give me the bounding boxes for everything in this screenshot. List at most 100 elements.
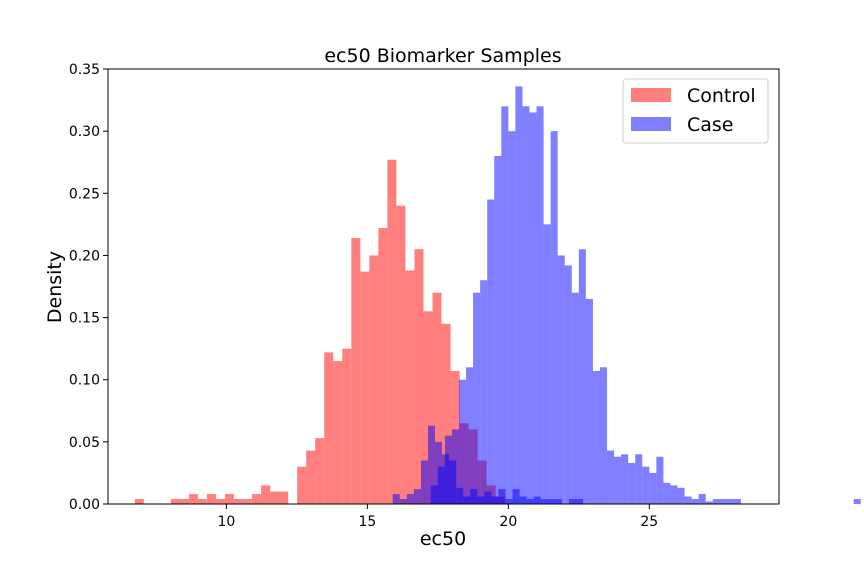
case-bar	[522, 106, 530, 505]
control-bar	[405, 270, 415, 504]
case-bar	[628, 462, 636, 504]
y-tick-label: 0.00	[69, 497, 100, 513]
control-bar	[270, 491, 280, 504]
x-tick-label: 20	[499, 514, 517, 530]
legend-label-control: Control	[687, 85, 756, 107]
case-bar	[406, 494, 414, 504]
control-bar	[206, 494, 216, 504]
bars-layer	[134, 86, 861, 505]
case-bar	[501, 106, 509, 505]
control-bar	[134, 499, 144, 504]
control-bar	[279, 491, 289, 504]
case-bar	[663, 482, 671, 504]
control-bar	[333, 361, 343, 504]
case-bar	[437, 466, 445, 504]
plot-frame	[107, 68, 780, 505]
control-bar	[324, 352, 334, 504]
control-bar	[261, 485, 271, 504]
y-tick-label: 0.15	[69, 311, 100, 327]
case-bar	[536, 106, 544, 505]
control-bar	[432, 292, 442, 504]
case-bar	[677, 487, 685, 504]
control-bar	[197, 499, 207, 504]
y-tick-label: 0.35	[69, 62, 100, 78]
control-bar	[441, 323, 451, 504]
case-bar	[691, 499, 699, 504]
control-bar	[170, 499, 180, 504]
case-bar	[621, 454, 629, 504]
case-bar	[607, 450, 615, 504]
control-bar	[297, 466, 307, 504]
control-bar	[396, 205, 406, 504]
case-bar	[413, 489, 421, 504]
y-tick-label: 0.25	[69, 186, 100, 202]
case-bar	[705, 501, 713, 504]
case-bar	[487, 199, 495, 504]
y-axis-title: Density	[44, 251, 66, 323]
case-bar	[712, 499, 720, 504]
case-bar	[635, 454, 643, 504]
case-bar	[466, 367, 474, 504]
case-bar	[656, 456, 664, 504]
control-bar	[179, 499, 189, 504]
case-bar	[444, 435, 452, 504]
x-tick-label: 15	[358, 514, 376, 530]
case-bar	[459, 379, 467, 504]
control-bar	[387, 159, 397, 504]
case-bar	[451, 429, 460, 504]
case-bar	[529, 112, 537, 504]
y-tick-label: 0.20	[69, 248, 100, 264]
axes-layer: 10 15 20 25 0.00 0.05 0.10 0.15 0.20 0.25 0.30 0.35	[69, 62, 780, 530]
case-bar	[508, 131, 516, 504]
case-bar	[480, 280, 488, 504]
control-bar	[215, 499, 226, 504]
legend-swatch-case	[631, 117, 671, 131]
case-bar	[733, 499, 741, 504]
case-bar	[420, 460, 428, 504]
case-bar	[550, 131, 558, 504]
control-bar	[360, 271, 370, 504]
case-bar	[726, 499, 734, 504]
control-bar	[315, 438, 325, 504]
case-bar	[592, 371, 600, 504]
x-tick-label: 10	[217, 514, 235, 530]
y-tick-label: 0.05	[69, 435, 100, 451]
case-bar	[430, 485, 438, 504]
case-bar	[684, 496, 692, 504]
case-bar	[543, 224, 551, 504]
control-bar	[351, 238, 361, 504]
control-bar	[423, 311, 433, 504]
control-bar	[252, 494, 262, 504]
case-bar	[564, 265, 572, 504]
case-bar	[399, 499, 407, 504]
legend: Control Case	[622, 78, 769, 144]
case-bar	[515, 86, 523, 505]
legend-label-case: Case	[687, 114, 734, 136]
control-bar	[342, 348, 352, 504]
control-bar	[234, 499, 244, 504]
control-bar	[414, 249, 424, 504]
x-axis-title: ec50	[420, 528, 466, 550]
case-bar	[698, 494, 706, 504]
control-bar	[188, 494, 198, 504]
case-bar	[578, 249, 586, 504]
control-bar	[306, 450, 316, 504]
y-tick-label: 0.10	[69, 373, 100, 389]
legend-swatch-control	[631, 88, 671, 102]
y-tick-label: 0.30	[69, 124, 100, 140]
case-bar	[719, 499, 727, 504]
case-bar	[649, 472, 657, 504]
case-bar	[599, 367, 608, 504]
control-bar	[378, 228, 388, 505]
case-bar	[571, 292, 579, 504]
case-bar	[585, 298, 593, 504]
case-bar	[557, 255, 565, 504]
case-bar	[494, 156, 502, 504]
control-bar	[243, 499, 253, 504]
case-bar	[392, 494, 400, 504]
x-tick-label: 25	[640, 514, 658, 530]
chart-title: ec50 Biomarker Samples	[324, 45, 561, 67]
control-bar	[225, 494, 235, 504]
case-bar	[670, 485, 678, 504]
